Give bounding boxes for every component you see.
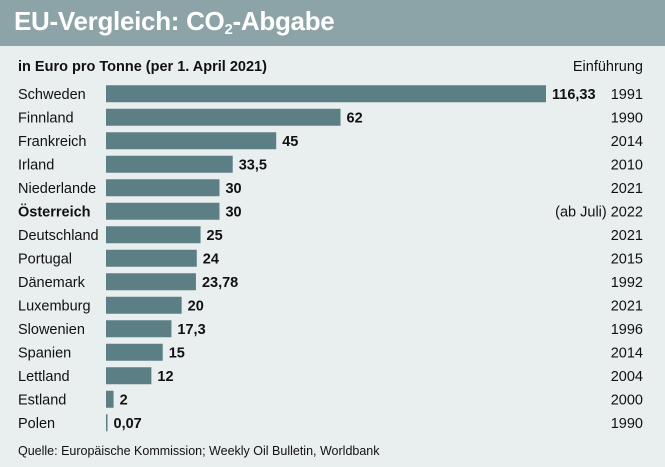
bar: [106, 179, 220, 197]
value-label: 33,5: [239, 157, 267, 173]
category-label: Schweden: [18, 87, 86, 103]
value-label: 62: [347, 110, 363, 126]
category-label: Luxemburg: [18, 298, 91, 314]
introduction-column-header: Einführung: [572, 59, 643, 75]
category-label: Lettland: [18, 369, 70, 385]
bar: [106, 296, 182, 314]
bar: [106, 132, 277, 150]
value-label: 17,3: [177, 322, 205, 338]
category-label: Österreich: [18, 203, 91, 220]
category-label: Finnland: [18, 110, 74, 126]
introduction-year: 2014: [611, 134, 643, 150]
header-bar: EU-Vergleich: CO2-Abgabe: [0, 0, 665, 46]
value-label: 24: [203, 251, 219, 267]
value-label: 20: [188, 298, 204, 314]
bar: [106, 202, 220, 220]
category-label: Portugal: [18, 251, 72, 267]
title-subscript: 2: [224, 21, 233, 38]
introduction-year: 2010: [611, 157, 643, 173]
category-label: Frankreich: [18, 134, 87, 150]
bar: [106, 343, 163, 361]
bar: [106, 320, 172, 338]
introduction-year: 1996: [611, 322, 643, 338]
introduction-year: 2015: [611, 251, 643, 267]
category-label: Estland: [18, 392, 66, 408]
category-label: Slowenien: [18, 322, 85, 338]
introduction-year: 2000: [611, 392, 643, 408]
category-label: Irland: [18, 157, 54, 173]
introduction-year: 2014: [611, 345, 643, 361]
bar: [106, 155, 233, 173]
category-label: Polen: [18, 416, 55, 432]
category-label: Niederlande: [18, 181, 96, 197]
introduction-year: 1991: [611, 87, 643, 103]
value-label: 25: [207, 228, 223, 244]
introduction-year: 1990: [611, 416, 643, 432]
introduction-year: (ab Juli) 2022: [555, 204, 643, 220]
title-prefix: EU-Vergleich: CO: [14, 6, 225, 36]
value-label: 45: [282, 134, 298, 150]
source-note: Quelle: Europäische Kommission; Weekly O…: [18, 444, 380, 458]
chart-title: EU-Vergleich: CO2-Abgabe: [14, 6, 335, 38]
introduction-year: 2004: [611, 369, 643, 385]
value-label: 30: [225, 181, 241, 197]
introduction-year: 1992: [611, 275, 643, 291]
bar: [106, 414, 108, 432]
bar: [106, 249, 197, 267]
value-label: 12: [157, 369, 173, 385]
title-suffix: -Abgabe: [232, 6, 335, 36]
bar: [106, 85, 546, 103]
value-label: 15: [169, 345, 185, 361]
value-label: 0,07: [114, 416, 142, 432]
category-label: Spanien: [18, 345, 71, 361]
bar: [106, 367, 152, 385]
introduction-year: 1990: [611, 110, 643, 126]
bar: [106, 273, 196, 291]
introduction-year: 2021: [611, 181, 643, 197]
value-label: 30: [225, 204, 241, 220]
value-label: 2: [120, 392, 128, 408]
bar: [106, 108, 341, 126]
value-label: 23,78: [202, 275, 238, 291]
bar: [106, 226, 201, 244]
category-label: Deutschland: [18, 228, 99, 244]
bar: [106, 390, 114, 408]
value-label: 116,33: [552, 87, 596, 103]
introduction-year: 2021: [611, 228, 643, 244]
category-label: Dänemark: [18, 275, 86, 291]
introduction-year: 2021: [611, 298, 643, 314]
chart-subtitle: in Euro pro Tonne (per 1. April 2021): [18, 59, 267, 75]
